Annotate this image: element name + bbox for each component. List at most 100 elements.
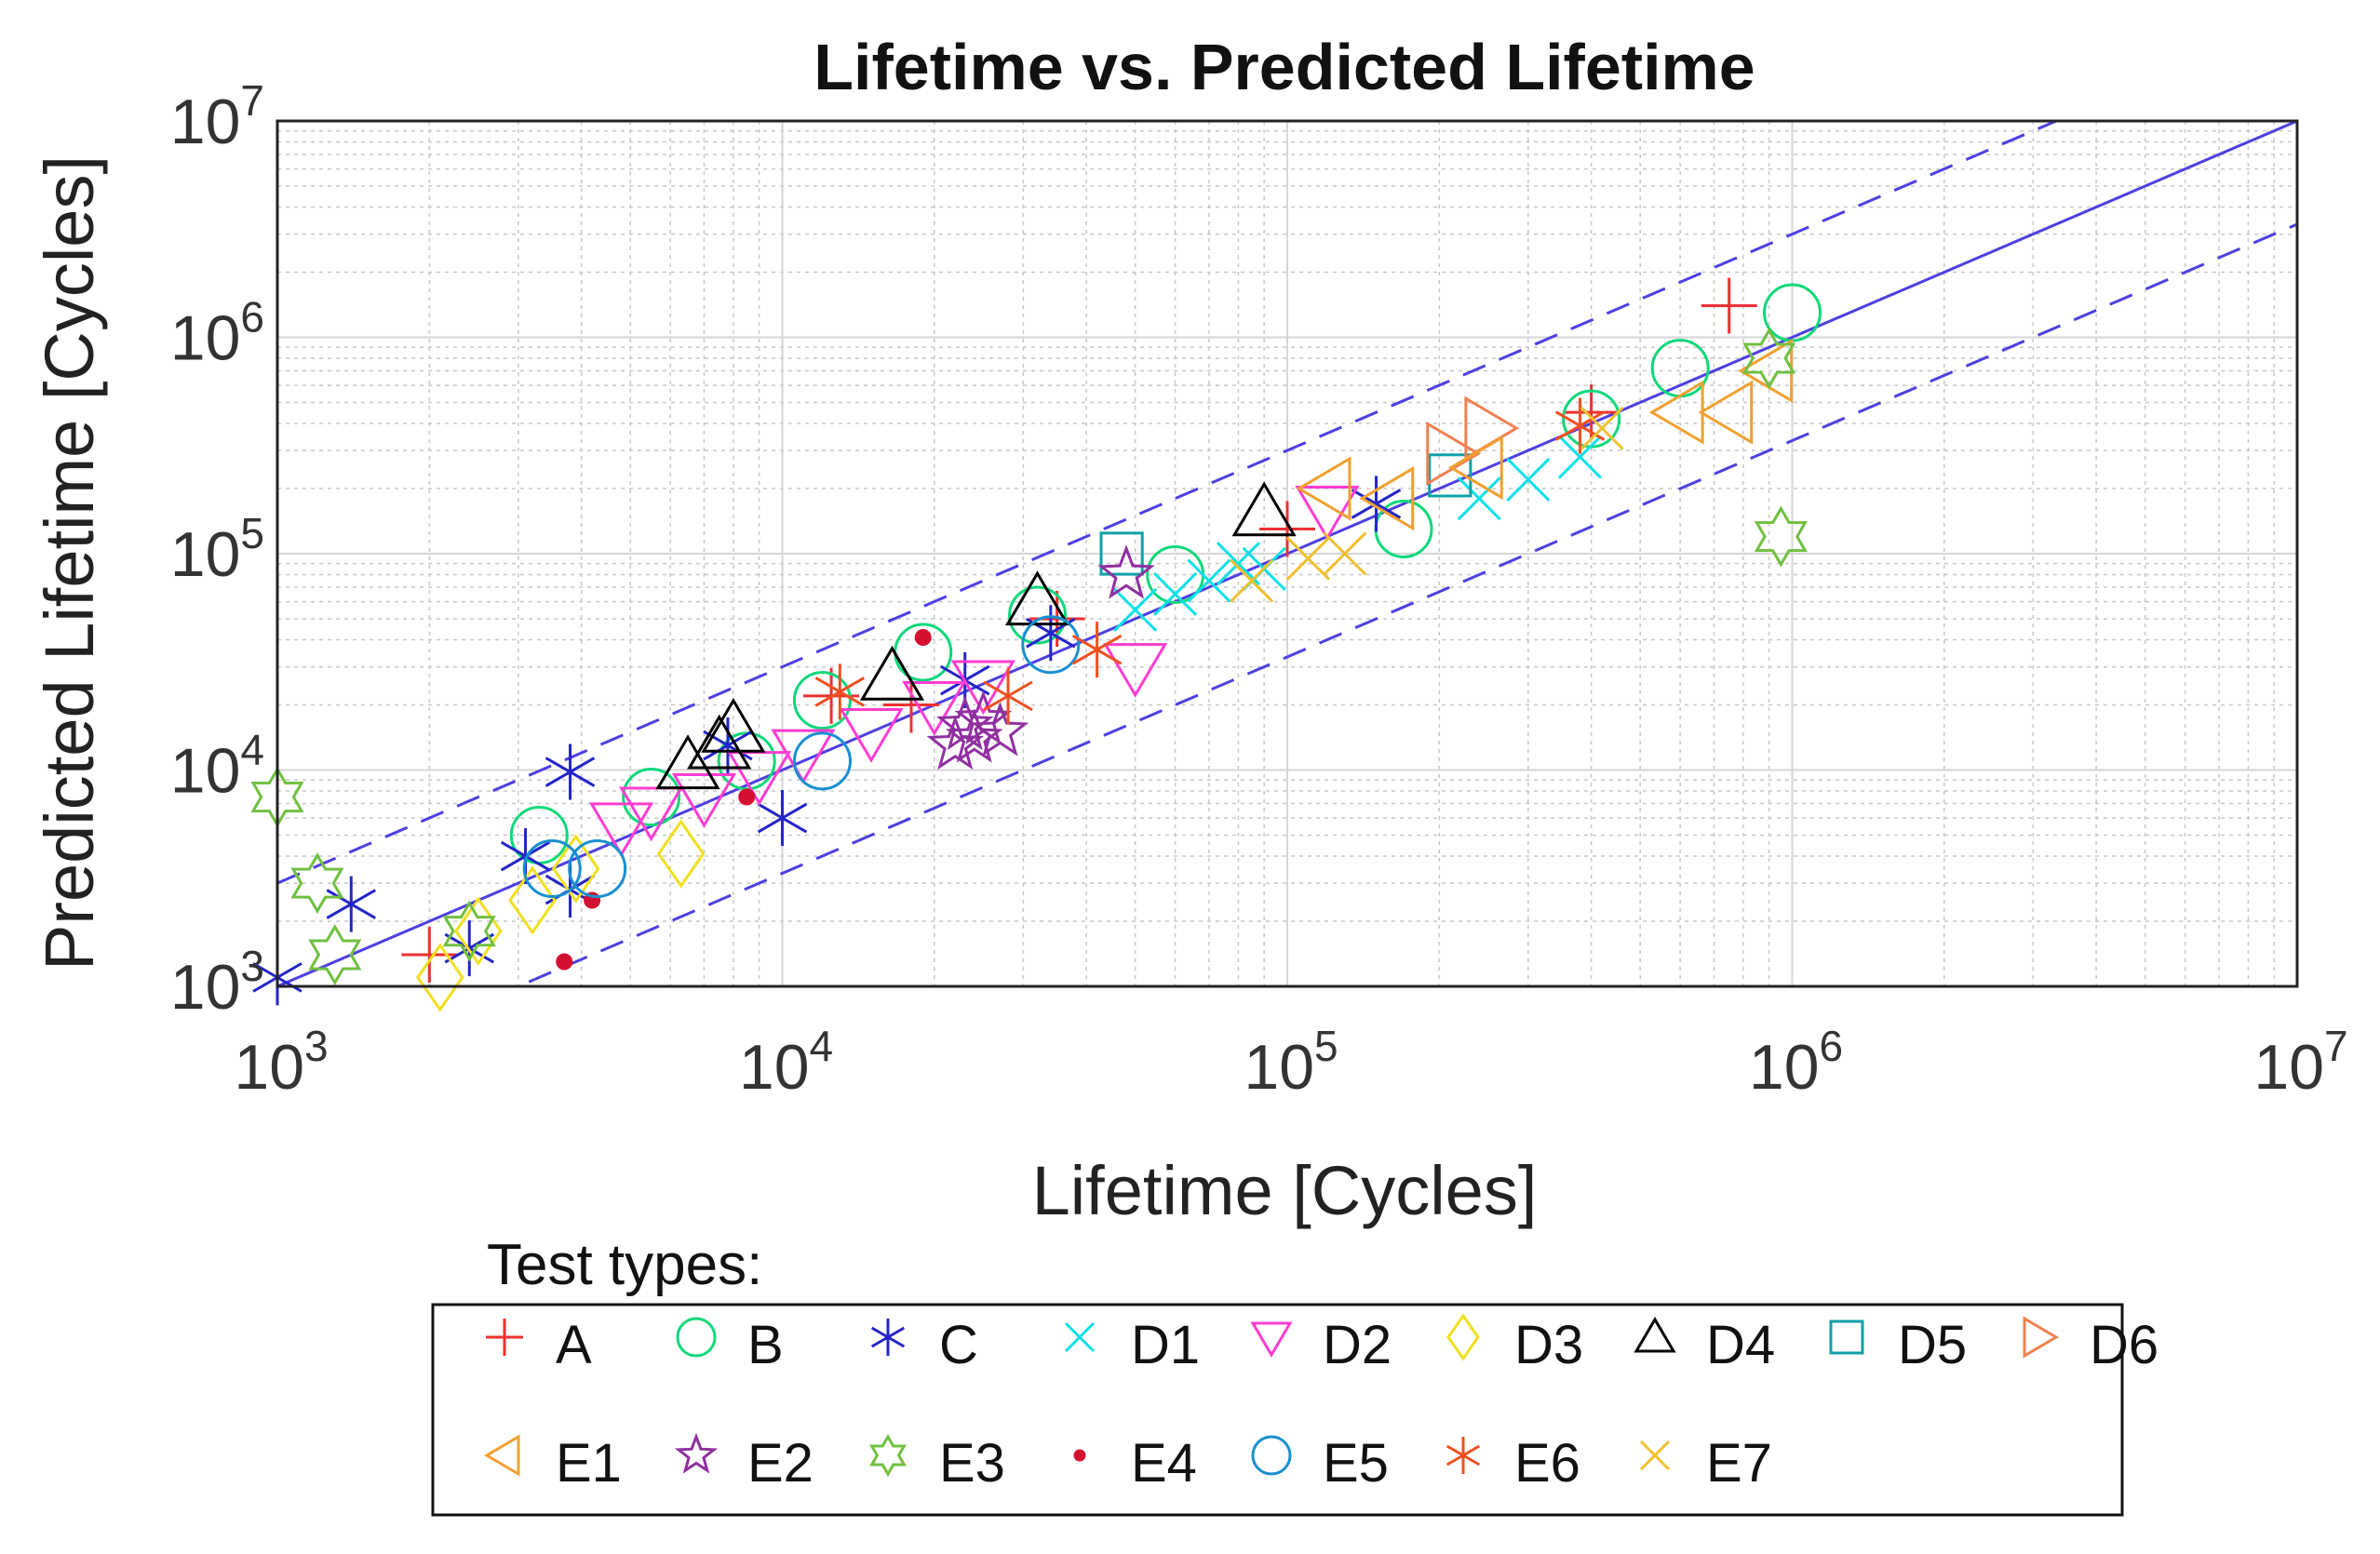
data-point-D4	[1231, 481, 1297, 537]
data-point-A	[1701, 277, 1757, 334]
legend-item-D1: D1	[1064, 1315, 1200, 1375]
data-point-E5	[568, 839, 627, 899]
data-point-E2	[936, 695, 994, 751]
legend-item-E1: E1	[484, 1433, 622, 1494]
legend-item-D4: D4	[1634, 1315, 1775, 1375]
legend-item-E3: E3	[869, 1433, 1005, 1494]
legend-marker-B	[676, 1317, 717, 1358]
legend-item-E7: E7	[1639, 1433, 1772, 1494]
data-point-C	[1351, 476, 1402, 532]
data-point-C	[326, 876, 377, 932]
data-point-D2	[902, 681, 967, 736]
legend-item-C: C	[870, 1315, 978, 1375]
series-D4	[655, 481, 1297, 790]
x-tick-label: 107	[2253, 1022, 2347, 1103]
legend-marker-D3	[1446, 1313, 1480, 1361]
data-point-E6	[983, 667, 1033, 724]
data-point-E7	[1323, 531, 1367, 576]
legend-item-D2: D2	[1250, 1315, 1392, 1375]
legend-marker-E2	[674, 1432, 719, 1474]
legend-label: E7	[1706, 1433, 1772, 1494]
legend-marker-E1	[484, 1434, 520, 1477]
data-point-D2	[1103, 643, 1168, 698]
data-point-E3	[1754, 505, 1808, 568]
data-point-D1	[1187, 558, 1231, 603]
data-point-E3	[290, 852, 344, 915]
legend-title: Test types:	[487, 1233, 762, 1297]
data-point-E7	[1230, 558, 1274, 603]
legend-marker-E4	[1073, 1449, 1086, 1462]
legend-marker-C	[870, 1319, 906, 1356]
data-point-D2	[671, 773, 737, 828]
y-tick-label: 104	[170, 726, 264, 807]
series-A	[401, 277, 1757, 984]
legend-label: E3	[939, 1433, 1005, 1494]
legend-marker-D5	[1829, 1320, 1864, 1355]
series-D5	[1099, 453, 1472, 576]
legend-label: E4	[1131, 1433, 1197, 1494]
legend-item-E2: E2	[674, 1432, 814, 1494]
legend-marker-A	[486, 1319, 523, 1356]
data-point-D1	[1557, 435, 1603, 479]
legend-marker-E3	[869, 1434, 907, 1477]
series-E5	[522, 615, 1081, 899]
legend-label: D6	[2090, 1315, 2158, 1375]
data-point-D1	[1113, 587, 1158, 632]
data-point-D1	[1216, 542, 1260, 586]
data-point-D5	[1428, 453, 1472, 498]
data-point-E1	[1359, 466, 1415, 531]
legend-label: D3	[1514, 1315, 1583, 1375]
data-point-E7	[1285, 536, 1331, 581]
data-point-D3	[415, 943, 464, 1012]
legend-item-A: A	[486, 1315, 592, 1375]
series-E7	[1230, 406, 1624, 603]
data-point-D1	[1457, 476, 1501, 521]
y-tick-label: 107	[170, 76, 264, 157]
legend-marker-D2	[1250, 1321, 1293, 1358]
legend-label: A	[556, 1315, 592, 1375]
data-point-E6	[814, 663, 866, 720]
data-point-E2	[946, 708, 1003, 763]
data-point-E4	[738, 788, 756, 806]
data-point-D4	[655, 734, 720, 790]
series-E1	[1296, 338, 1794, 531]
data-point-D4	[1004, 570, 1070, 626]
legend-label: C	[939, 1315, 978, 1375]
data-point-C	[545, 744, 596, 800]
data-point-E3	[442, 900, 496, 962]
data-point-D2	[619, 786, 684, 842]
legend-marker-D1	[1064, 1321, 1096, 1353]
series-D1	[1113, 435, 1603, 632]
x-tick-label: 103	[234, 1022, 328, 1103]
reference-line-band-2	[515, 222, 2297, 986]
data-point-D2	[588, 802, 654, 858]
reference-line-band-1	[277, 121, 2060, 885]
data-point-E1	[1296, 456, 1351, 521]
series-E4	[556, 629, 932, 971]
data-point-D1	[1153, 571, 1198, 617]
legend-marker-E6	[1445, 1437, 1481, 1474]
data-point-E6	[1071, 622, 1123, 678]
legend-marker-E7	[1639, 1440, 1671, 1471]
data-point-E3	[1742, 328, 1796, 390]
data-point-D2	[950, 660, 1016, 716]
legend-label: D5	[1898, 1315, 1967, 1375]
plot-frame	[276, 119, 2299, 988]
data-point-E4	[556, 953, 573, 971]
data-point-E5	[792, 731, 852, 791]
series-D3	[415, 819, 706, 1012]
series-E2	[926, 544, 1155, 770]
legend-label: D4	[1706, 1315, 1775, 1375]
data-point-E5	[1021, 615, 1081, 675]
legend-item-D3: D3	[1446, 1313, 1583, 1375]
legend-item-E5: E5	[1251, 1433, 1389, 1494]
y-axis-label: Predicted Lifetime [Cycles]	[31, 155, 108, 971]
x-axis-label: Lifetime [Cycles]	[1032, 1152, 1538, 1229]
data-point-D2	[771, 729, 836, 784]
data-point-D3	[656, 819, 706, 889]
legend-label: E1	[556, 1433, 622, 1494]
data-point-E2	[971, 702, 1029, 757]
data-point-E2	[1097, 544, 1155, 599]
data-point-D3	[551, 834, 600, 904]
